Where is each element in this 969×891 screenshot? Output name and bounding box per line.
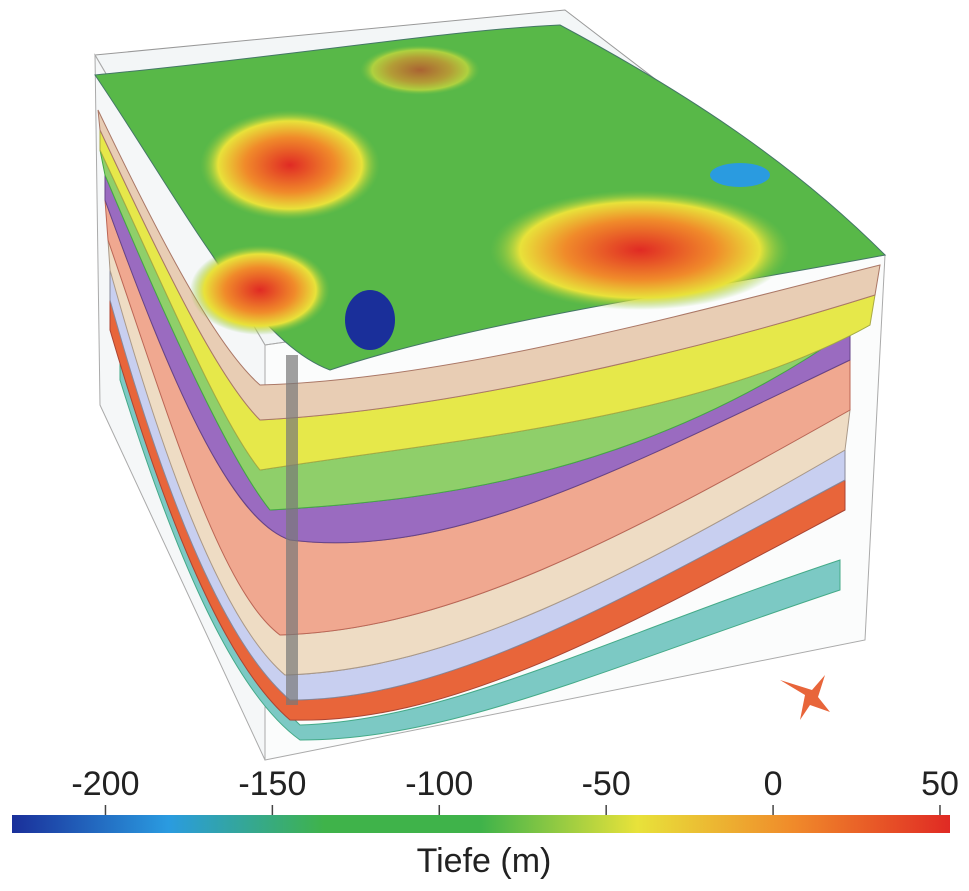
terrain-patch — [200, 110, 380, 220]
tick-label: -100 — [405, 765, 473, 803]
tick-label: -150 — [238, 765, 306, 803]
colorbar-gradient — [12, 815, 950, 833]
borehole — [286, 355, 298, 705]
terrain-patch — [490, 190, 790, 310]
page: Tiefe (m) -200 -150 -100 -50 0 50 — [0, 0, 969, 891]
tick-label: 0 — [764, 765, 783, 803]
colorbar: Tiefe (m) -200 -150 -100 -50 0 50 — [12, 765, 959, 880]
compass — [780, 675, 830, 720]
geological-model — [95, 10, 885, 760]
terrain-patch — [345, 290, 395, 350]
tick-label: -50 — [582, 765, 631, 803]
tick-label: 50 — [921, 765, 959, 803]
tick-label: -200 — [71, 765, 139, 803]
terrain-patch — [360, 45, 480, 95]
terrain-patch — [190, 245, 330, 335]
colorbar-label: Tiefe (m) — [417, 842, 552, 880]
terrain-patch — [710, 163, 770, 187]
